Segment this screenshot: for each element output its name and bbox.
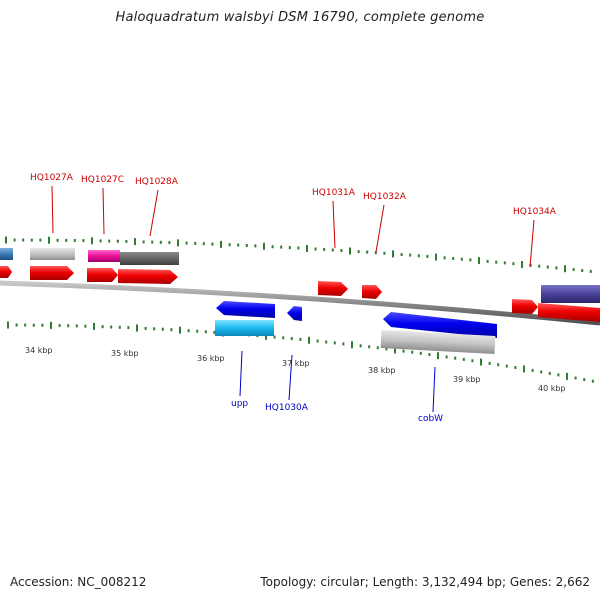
scale-labels: 34 kbp 35 kbp 36 kbp 37 kbp 38 kbp 39 kb… [25, 346, 566, 393]
gene-arrow-HQ1028A [118, 269, 178, 284]
gene-arrow-left-edge [0, 266, 12, 278]
label-HQ1027C[interactable]: HQ1027C [81, 175, 124, 185]
leader-HQ1031A [332, 200, 336, 249]
gene-arrow-HQ1034A-small [512, 299, 538, 314]
reverse-features [215, 301, 497, 354]
gene-labels: HQ1027A HQ1027C HQ1028A HQ1031A HQ1032A … [30, 173, 557, 424]
gene-arrow-upp [216, 301, 275, 318]
scale-label-38kbp: 38 kbp [368, 366, 396, 375]
leader-HQ1027A [51, 185, 54, 234]
gene-arrow-HQ1031A [318, 281, 348, 296]
lower-scale-ticks [7, 321, 594, 383]
label-HQ1032A[interactable]: HQ1032A [363, 192, 407, 202]
label-cobW[interactable]: cobW [418, 414, 443, 424]
label-HQ1030A[interactable]: HQ1030A [265, 403, 309, 413]
gene-arrow-HQ1030A [287, 306, 302, 321]
scale-label-35kbp: 35 kbp [111, 349, 139, 358]
gene-arrow-HQ1027C [87, 268, 118, 282]
gene-arrow-HQ1032A [362, 285, 382, 299]
genome-backbone [0, 280, 600, 326]
label-HQ1034A[interactable]: HQ1034A [513, 207, 557, 217]
gene-block-HQ1027C [88, 250, 120, 262]
leader-HQ1028A [149, 189, 159, 237]
leader-cobW [432, 366, 436, 413]
scale-label-37kbp: 37 kbp [282, 359, 310, 368]
leader-HQ1034A [529, 219, 535, 268]
genome-title: Haloquadratum walsbyi DSM 16790, complet… [115, 10, 485, 25]
label-HQ1031A[interactable]: HQ1031A [312, 188, 356, 198]
gene-arrow-cobW [383, 312, 497, 338]
gene-arrow-HQ1027A [30, 266, 74, 280]
scale-label-36kbp: 36 kbp [197, 354, 225, 363]
gene-block-upp [215, 320, 274, 336]
leader-HQ1030A [288, 354, 293, 401]
forward-features [0, 248, 600, 322]
scale-label-34kbp: 34 kbp [25, 346, 53, 355]
gene-arrow-HQ1034A-large [538, 303, 600, 322]
leader-HQ1032A [375, 204, 385, 253]
scale-label-40kbp: 40 kbp [538, 384, 566, 393]
genome-summary-text: Topology: circular; Length: 3,132,494 bp… [260, 575, 590, 589]
label-HQ1028A[interactable]: HQ1028A [135, 177, 179, 187]
label-upp[interactable]: upp [231, 399, 248, 409]
gene-block-HQ1034A [541, 285, 600, 303]
gene-block-cobW [380, 330, 496, 354]
leader-HQ1027C [102, 187, 105, 235]
accession-text: Accession: NC_008212 [10, 575, 147, 589]
gene-block-HQ1027A [30, 248, 75, 260]
scale-label-39kbp: 39 kbp [453, 375, 481, 384]
gene-block-HQ1028A [120, 252, 179, 265]
label-HQ1027A[interactable]: HQ1027A [30, 173, 74, 183]
upper-scale-ticks [5, 236, 592, 273]
leader-upp [239, 350, 243, 397]
gene-block-steel [0, 248, 13, 260]
